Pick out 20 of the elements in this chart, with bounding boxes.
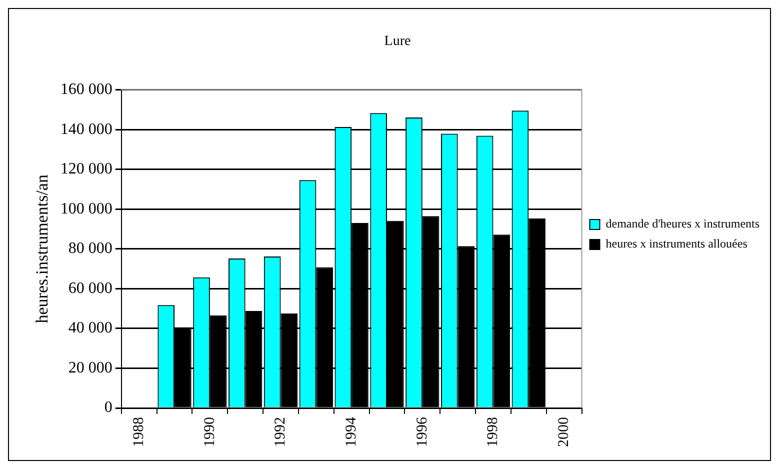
x-tick-label: 1996 [414,416,430,447]
chart-title: Lure [384,34,411,50]
x-tick-label: 1988 [131,417,148,447]
y-tick-label: 40 000 [68,320,112,337]
legend-label: demande d'heures x instruments [606,216,760,231]
y-tick-label: 100 000 [60,200,112,218]
y-tick-label: 80 000 [68,240,112,258]
x-tick-label: 1994 [344,416,360,447]
y-tick-label: 20 000 [68,359,112,376]
y-tick-label: 60 000 [68,280,112,297]
y-axis-title: heures.instruments/an [32,174,52,324]
y-tick-label: 140 000 [60,120,112,138]
x-tick-label: 1990 [202,417,218,447]
x-tick-label: 2000 [556,417,572,447]
legend-label: heures x instruments allouées [606,236,748,251]
x-tick-label: 1992 [272,417,289,447]
x-tick-label: 1998 [485,417,502,447]
y-tick-label: 120 000 [60,160,112,178]
y-tick-label: 0 [104,399,112,416]
y-tick-label: 160 000 [60,81,112,98]
